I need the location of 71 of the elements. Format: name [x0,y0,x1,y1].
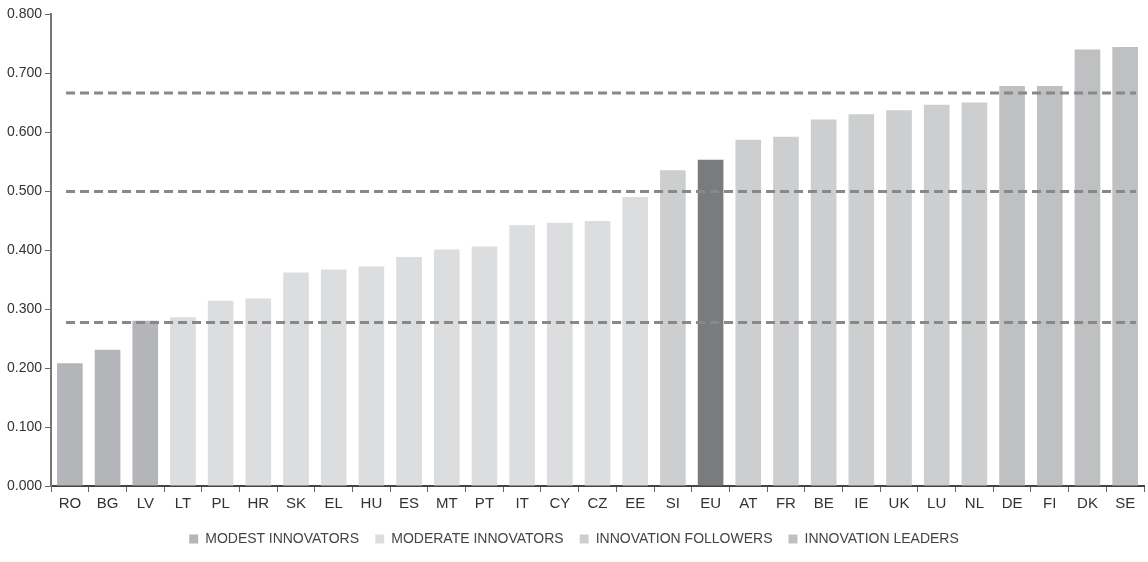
x-tick-label: DE [1001,494,1023,512]
y-tick-label: 0.700 [6,63,43,80]
x-tick-label: LV [136,494,154,512]
bar [358,266,385,486]
bar [1036,85,1063,486]
bar [207,300,234,486]
y-tick-label: 0.500 [6,181,43,198]
bar [697,159,724,486]
legend-label: MODEST INNOVATORS [205,529,359,546]
bar [999,85,1025,486]
x-tick-label: SK [286,494,307,512]
bar [735,139,762,486]
y-tick-label: 0.000 [6,476,43,493]
x-tick-label: CZ [587,494,608,512]
bar [94,349,121,486]
bar [433,249,460,486]
bar [810,119,837,486]
x-tick-label: BG [96,494,119,512]
bar [471,246,498,486]
bar [923,104,950,486]
x-tick-label: IT [515,494,529,512]
x-tick-label: FR [775,494,797,512]
bar [848,114,875,486]
y-tick-label: 0.300 [6,299,43,316]
y-tick-label: 0.600 [6,122,43,139]
bar [961,102,988,486]
bar [283,272,309,486]
y-tick-label: 0.200 [6,358,43,375]
x-tick-label: LT [174,494,192,512]
x-tick-label: NL [964,494,984,512]
bar [245,298,272,486]
legend-label: INNOVATION FOLLOWERS [595,529,773,546]
bar [584,221,611,486]
x-tick-label: HR [247,494,270,512]
x-tick-label: RO [58,494,82,512]
y-tick-label: 0.400 [6,240,43,257]
x-tick-label: EE [625,494,646,512]
x-tick-label: PT [474,494,495,512]
x-tick-label: LU [927,494,947,512]
bar [170,317,196,486]
x-tick-label: HU [360,494,383,512]
legend-label: MODERATE INNOVATORS [391,529,564,546]
x-tick-label: CY [549,494,571,512]
x-tick-label: AT [739,494,758,512]
x-tick-label: EL [324,494,343,512]
legend-label: INNOVATION LEADERS [804,529,959,546]
bar [1112,47,1138,486]
x-tick-label: SI [665,494,680,512]
x-tick-label: FI [1043,494,1057,512]
x-tick-label: BE [813,494,834,512]
bar [547,222,573,486]
x-tick-label: UK [888,494,910,512]
x-tick-label: ES [399,494,420,512]
x-tick-label: PL [211,494,230,512]
bar [622,196,649,486]
x-tick-label: MT [435,494,458,512]
bar [773,136,799,486]
bar [886,110,912,486]
x-tick-label: DK [1077,494,1098,512]
bar [57,363,83,486]
bar [660,170,686,486]
y-tick-label: 0.800 [6,4,43,21]
bar [1074,49,1101,486]
x-tick-label: IE [854,494,869,512]
y-tick-label: 0.100 [6,417,43,434]
bar [396,257,422,486]
bar [509,225,535,486]
bar [132,320,159,486]
x-tick-label: EU [700,494,721,512]
x-tick-label: SE [1115,494,1136,512]
bar [320,269,347,486]
